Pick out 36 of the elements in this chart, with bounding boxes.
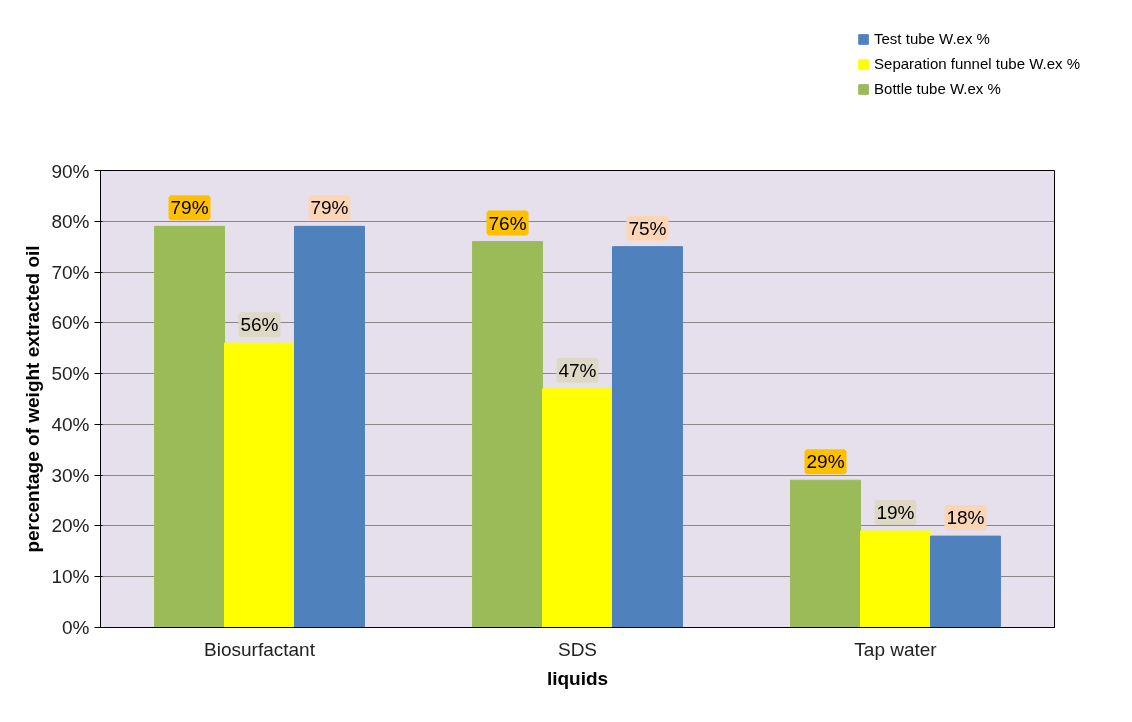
data-label: 75% [628, 217, 667, 239]
y-tick-label: 10% [51, 566, 90, 588]
data-label: 76% [488, 212, 527, 234]
bar [472, 241, 544, 628]
data-label: 18% [946, 507, 985, 529]
data-label: 47% [558, 359, 597, 381]
bar [611, 246, 683, 628]
x-axis-title: liquids [546, 667, 609, 689]
y-tick-label: 0% [62, 617, 90, 638]
legend-label: Bottle tube W.ex % [874, 80, 1001, 97]
y-tick-label: 80% [51, 210, 90, 232]
data-label: 56% [240, 314, 279, 336]
bar [790, 479, 862, 628]
bar [542, 388, 613, 628]
data-label: 19% [876, 502, 915, 524]
bar [224, 342, 295, 628]
legend-label: Test tube W.ex % [874, 30, 990, 47]
x-tick-label: SDS [557, 638, 598, 660]
bar [293, 225, 365, 628]
data-label: 79% [170, 197, 209, 219]
bar [154, 225, 226, 628]
data-label: 29% [806, 451, 845, 473]
y-tick-label: 40% [51, 413, 90, 435]
bar [929, 535, 1001, 628]
y-tick-label: 50% [51, 363, 90, 385]
y-tick-label: 60% [51, 312, 90, 334]
data-label: 79% [310, 197, 349, 219]
x-tick-label: Tap water [854, 638, 938, 660]
y-tick-label: 70% [51, 261, 90, 283]
y-tick-label: 90% [51, 160, 90, 182]
y-tick-label: 20% [51, 515, 90, 537]
bar [860, 530, 931, 628]
x-tick-label: Biosurfactant [204, 638, 316, 660]
legend-label: Separation funnel tube W.ex % [874, 55, 1080, 72]
y-tick-label: 30% [51, 464, 90, 486]
y-axis-title: percentage of weight extracted oil [22, 245, 44, 553]
